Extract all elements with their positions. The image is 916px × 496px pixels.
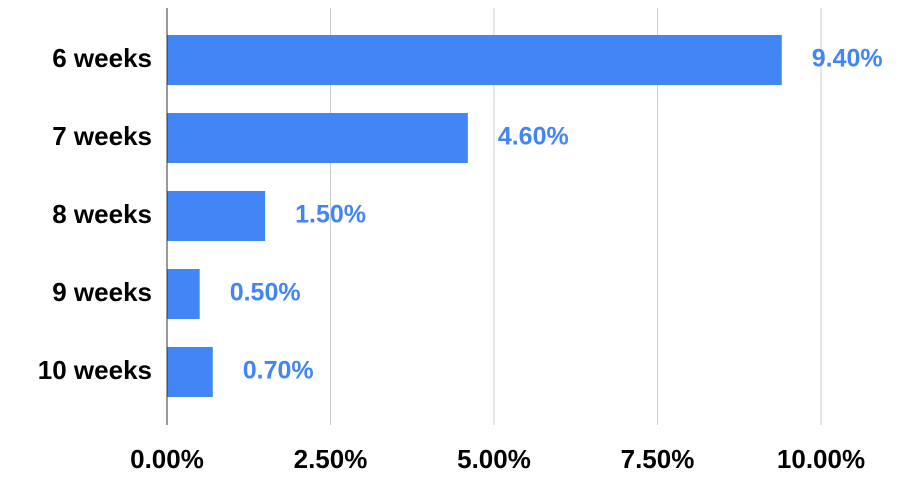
bar [167, 113, 468, 163]
y-tick-label: 10 weeks [38, 355, 152, 385]
x-tick-label: 7.50% [621, 444, 695, 474]
y-tick-label: 6 weeks [52, 43, 152, 73]
bar [167, 347, 213, 397]
x-tick-label: 2.50% [294, 444, 368, 474]
x-tick-label: 10.00% [777, 444, 865, 474]
y-tick-label: 8 weeks [52, 199, 152, 229]
y-tick-label: 7 weeks [52, 121, 152, 151]
value-label: 4.60% [498, 123, 569, 151]
bar [167, 191, 266, 241]
x-tick-label: 5.00% [457, 444, 531, 474]
y-tick-label: 9 weeks [52, 277, 152, 307]
bar [167, 269, 200, 319]
value-label: 1.50% [295, 201, 366, 229]
value-label: 0.70% [243, 357, 314, 385]
value-label: 9.40% [812, 45, 883, 73]
bar [167, 35, 782, 85]
value-label: 0.50% [230, 279, 301, 307]
x-tick-label: 0.00% [130, 444, 204, 474]
